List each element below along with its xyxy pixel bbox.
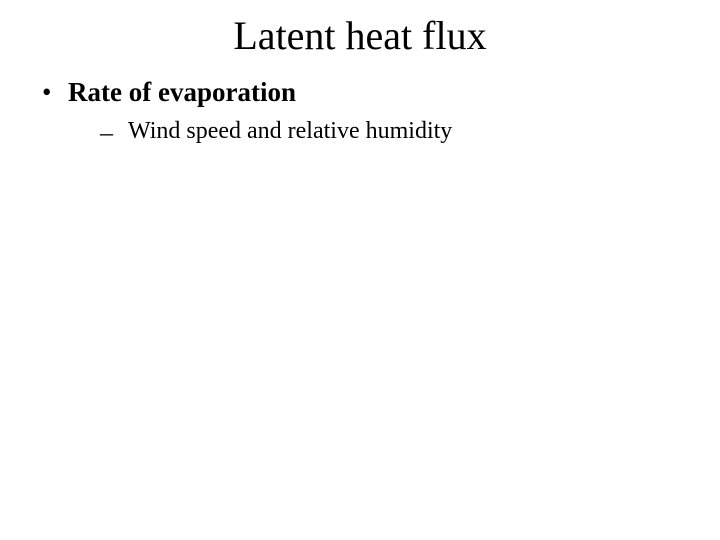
bullet-list: Rate of evaporation Wind speed and relat… bbox=[0, 77, 720, 147]
bullet-text: Rate of evaporation bbox=[68, 77, 296, 107]
bullet-item-level-2: Wind speed and relative humidity bbox=[68, 116, 720, 147]
slide-title: Latent heat flux bbox=[0, 12, 720, 59]
bullet-item-level-1: Rate of evaporation Wind speed and relat… bbox=[38, 77, 720, 147]
sub-bullet-list: Wind speed and relative humidity bbox=[68, 116, 720, 147]
slide-container: Latent heat flux Rate of evaporation Win… bbox=[0, 0, 720, 540]
bullet-text: Wind speed and relative humidity bbox=[128, 118, 452, 144]
